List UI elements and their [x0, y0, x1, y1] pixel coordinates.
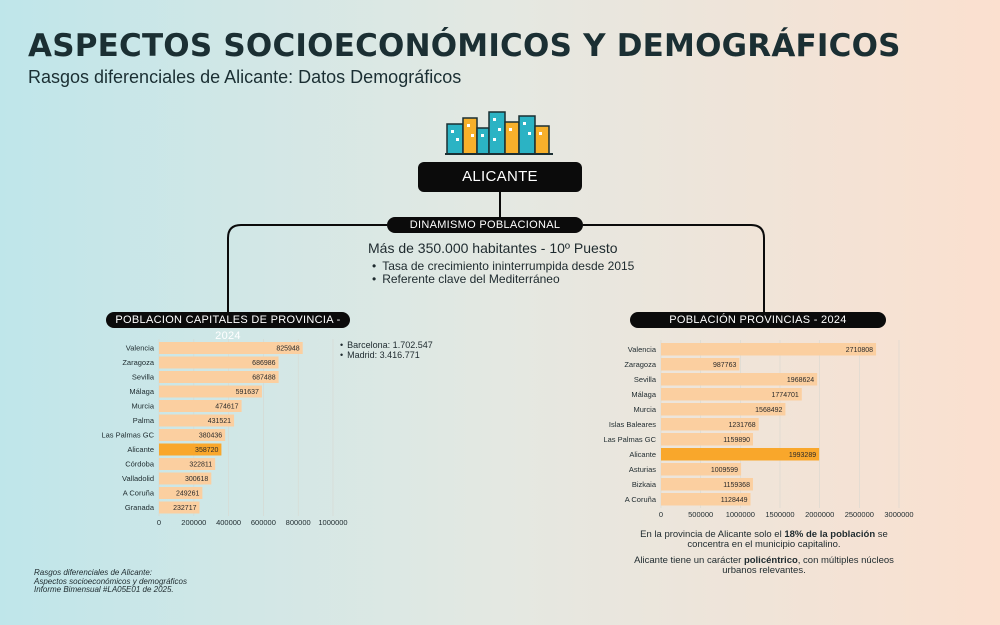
x-tick-label: 0 — [659, 510, 663, 519]
data-label: 1231768 — [728, 422, 755, 429]
category-label: Sevilla — [634, 375, 657, 384]
x-tick-label: 1000000 — [726, 510, 755, 519]
data-label: 1159890 — [723, 437, 750, 444]
category-label: A Coruña — [625, 495, 657, 504]
data-label: 1128449 — [721, 497, 748, 504]
data-label: 1774701 — [772, 392, 799, 399]
x-tick-label: 500000 — [688, 510, 713, 519]
category-label: Zaragoza — [624, 360, 657, 369]
category-label: Valencia — [628, 345, 657, 354]
footer-credit: Rasgos diferenciales de Alicante: Aspect… — [34, 569, 187, 595]
bar — [661, 343, 876, 356]
category-label: Las Palmas GC — [603, 435, 656, 444]
category-label: Islas Baleares — [609, 420, 656, 429]
data-label: 2710808 — [846, 347, 873, 354]
x-tick-label: 2000000 — [805, 510, 834, 519]
data-label: 1568492 — [755, 407, 782, 414]
category-label: Bizkaia — [632, 480, 657, 489]
data-label: 987763 — [713, 362, 736, 369]
data-label: 1993289 — [789, 452, 816, 459]
category-label: Alicante — [629, 450, 656, 459]
x-tick-label: 2500000 — [845, 510, 874, 519]
category-label: Málaga — [631, 390, 656, 399]
x-tick-label: 3000000 — [884, 510, 913, 519]
polycentric-note: Alicante tiene un carácter policéntrico,… — [622, 556, 906, 576]
data-label: 1968624 — [787, 377, 814, 384]
data-label: 1159368 — [723, 482, 750, 489]
category-label: Asturias — [629, 465, 656, 474]
concentration-note: En la provincia de Alicante solo el 18% … — [622, 530, 906, 550]
category-label: Murcia — [633, 405, 656, 414]
data-label: 1009599 — [711, 467, 738, 474]
x-tick-label: 1500000 — [765, 510, 794, 519]
